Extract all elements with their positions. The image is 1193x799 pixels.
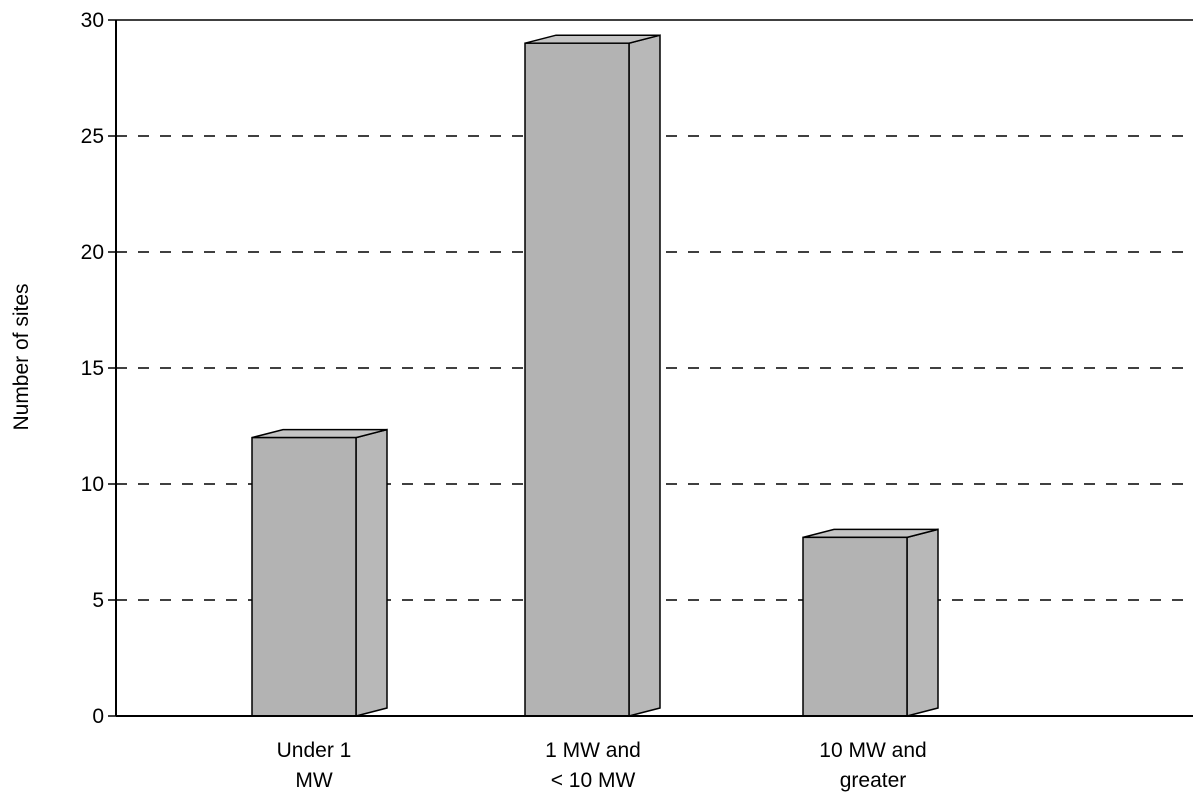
y-tick-label: 0 [92, 705, 104, 728]
x-tick-label-line: greater [840, 769, 907, 792]
bar-side [355, 428, 388, 717]
bar-side [906, 528, 939, 717]
x-tick-label: 10 MW and greater [819, 739, 926, 792]
x-tick-label-line: Under 1 [277, 739, 352, 762]
x-tick-label: Under 1 MW [277, 739, 352, 792]
bar-2 [524, 34, 661, 717]
bar-front [251, 436, 357, 717]
y-tick-label: 5 [92, 589, 104, 612]
y-tick-label: 10 [81, 473, 104, 496]
bar-3 [802, 528, 939, 717]
x-tick-label-line: < 10 MW [551, 769, 636, 792]
bar-1 [251, 428, 388, 717]
y-tick-label: 20 [81, 241, 104, 264]
y-axis-title: Number of sites [10, 283, 33, 430]
bars [251, 34, 939, 717]
x-tick-label-line: 10 MW and [819, 739, 926, 762]
bar-side [628, 34, 661, 717]
x-tick-labels: Under 1 MW 1 MW and < 10 MW 10 MW and greater [277, 739, 927, 792]
x-tick-label-line: MW [295, 769, 332, 792]
y-tick-label: 30 [81, 9, 104, 32]
bar-front [802, 536, 908, 717]
y-tick-label: 25 [81, 125, 104, 148]
x-tick-label: 1 MW and < 10 MW [545, 739, 641, 792]
bar-front [524, 42, 630, 717]
y-tick-label: 15 [81, 357, 104, 380]
x-tick-label-line: 1 MW and [545, 739, 641, 762]
y-tick-labels: 0 5 10 15 20 25 30 [81, 9, 116, 728]
